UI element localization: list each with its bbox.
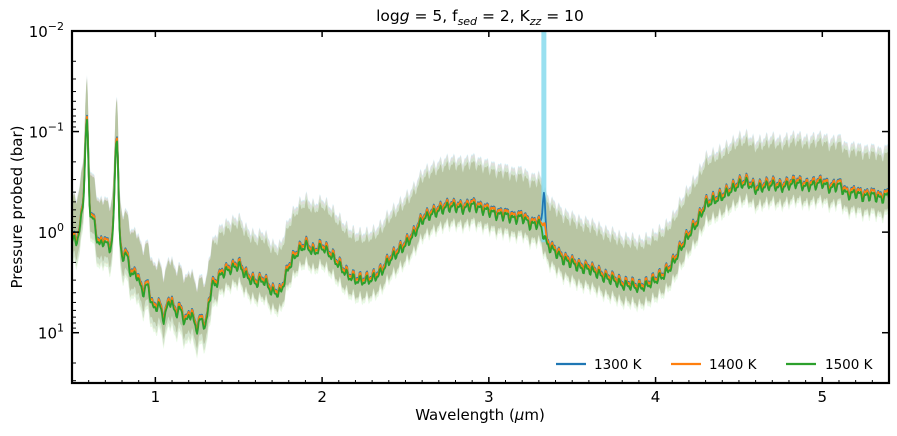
x-tick-label: 5 bbox=[818, 388, 828, 406]
y-tick-label: 10−2 bbox=[29, 20, 64, 41]
y-tick-label: 100 bbox=[38, 221, 64, 242]
series-line-1500k bbox=[72, 118, 889, 335]
uncertainty-bands bbox=[72, 31, 889, 359]
band-1400k bbox=[72, 76, 889, 356]
y-axis-label: Pressure probed (bar) bbox=[8, 126, 26, 289]
band-1500k bbox=[72, 79, 889, 359]
legend-label-1400k: 1400 K bbox=[709, 357, 758, 373]
chart-title: logg = 5, fsed = 2, Kzz = 10 bbox=[376, 7, 584, 28]
x-axis-ticks: 1 2 3 4 5 bbox=[88, 31, 890, 406]
plot-frame bbox=[70, 29, 891, 385]
legend: 1300 K 1400 K 1500 K bbox=[556, 357, 874, 373]
x-tick-label: 4 bbox=[651, 388, 661, 406]
y-tick-label: 101 bbox=[38, 322, 64, 343]
x-tick-label: 1 bbox=[151, 388, 161, 406]
band-1300k bbox=[72, 75, 889, 355]
band-spike-3-3um bbox=[541, 31, 547, 243]
x-axis-label: Wavelength (μm) bbox=[415, 406, 545, 424]
y-tick-label: 10−1 bbox=[29, 121, 64, 142]
x-tick-label: 2 bbox=[317, 388, 327, 406]
legend-label-1500k: 1500 K bbox=[825, 357, 874, 373]
series-lines bbox=[72, 114, 889, 335]
legend-label-1300k: 1300 K bbox=[594, 357, 643, 373]
x-tick-label: 3 bbox=[484, 388, 494, 406]
band-overlap bbox=[72, 78, 889, 349]
y-axis-ticks: 10−2 10−1 100 101 bbox=[29, 20, 889, 382]
